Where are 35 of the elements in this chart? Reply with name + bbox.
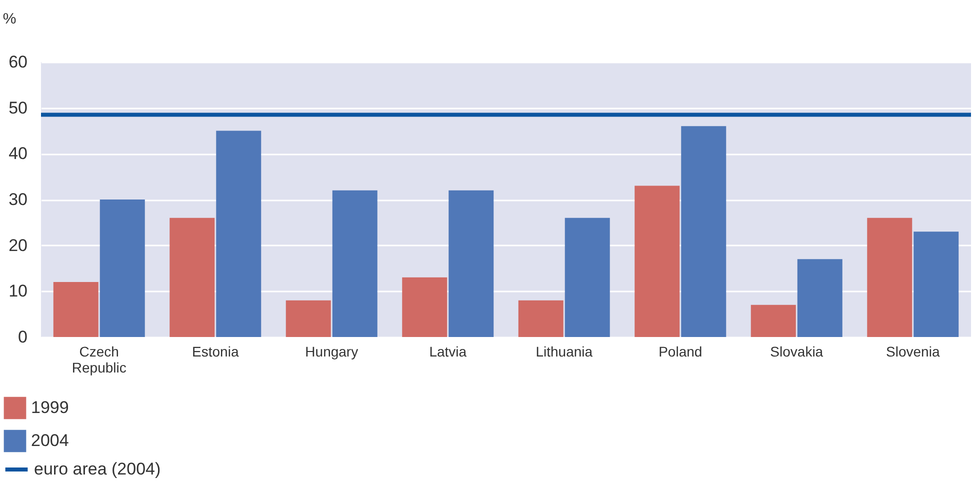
bar (53, 282, 98, 337)
legend-label: euro area (2004) (34, 460, 161, 478)
y-tick-label: 0 (18, 328, 28, 346)
x-tick-label: Poland (658, 344, 702, 360)
bar (402, 277, 448, 337)
x-tick-label: Slovenia (886, 344, 940, 360)
bar (564, 218, 610, 337)
y-tick-label: 40 (8, 144, 28, 164)
legend-label: 2004 (31, 431, 69, 450)
legend-label: 1999 (31, 398, 69, 417)
bar (332, 190, 378, 337)
x-tick-label: Czech Republic (72, 344, 126, 376)
bar (100, 200, 145, 337)
bar (216, 130, 262, 337)
x-tick-label: Latvia (429, 344, 467, 360)
y-tick-label: 50 (8, 98, 28, 118)
bar (170, 218, 215, 337)
x-tick-label: Lithuania (536, 344, 593, 360)
bar (681, 126, 726, 337)
y-tick-label: 30 (8, 190, 28, 209)
y-tick-label: 60 (8, 52, 28, 72)
bar (797, 259, 842, 337)
bar (634, 186, 680, 337)
bar (518, 300, 564, 337)
bar (286, 300, 331, 337)
x-tick-label: Slovakia (770, 344, 824, 360)
bar (867, 218, 912, 337)
bar (448, 190, 494, 337)
y-tick-label: 20 (8, 236, 28, 255)
y-axis-title: % (2, 10, 16, 28)
x-tick-label: Estonia (192, 344, 239, 360)
bar (914, 232, 959, 337)
x-tick-label: Hungary (305, 344, 358, 360)
y-tick-label: 10 (8, 282, 28, 301)
bar (750, 304, 796, 337)
